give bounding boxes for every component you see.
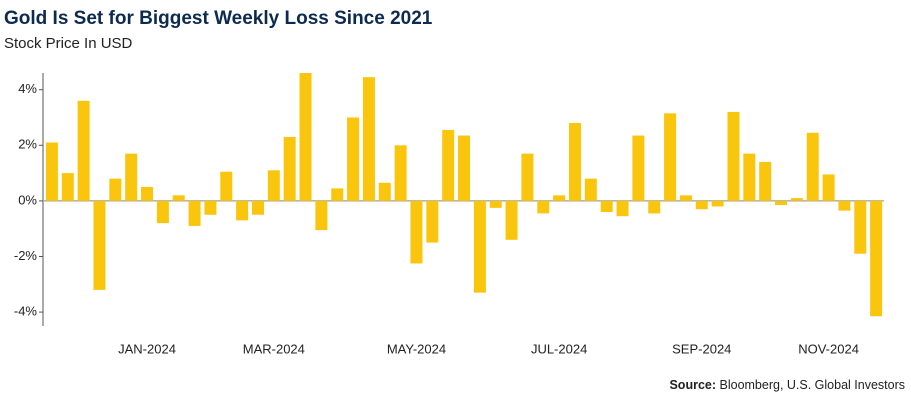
bar xyxy=(45,142,58,201)
chart-subtitle: Stock Price In USD xyxy=(4,35,133,52)
bar xyxy=(568,123,581,201)
bar xyxy=(695,200,708,210)
bar xyxy=(489,200,502,208)
bar xyxy=(727,111,740,201)
bar xyxy=(410,200,423,264)
source-label: Source: xyxy=(669,378,716,392)
bar xyxy=(378,182,391,201)
bar xyxy=(838,200,851,211)
bar xyxy=(711,200,724,207)
bar xyxy=(236,200,249,221)
bar xyxy=(775,200,788,206)
bar xyxy=(125,153,138,201)
bar xyxy=(822,174,835,201)
bar xyxy=(394,145,407,201)
y-tick-label: -2% xyxy=(14,248,38,263)
bar xyxy=(458,135,471,201)
bar xyxy=(426,200,439,243)
bar xyxy=(679,195,692,201)
bar xyxy=(315,200,328,231)
bar xyxy=(743,153,756,201)
bar xyxy=(347,117,360,201)
bar xyxy=(505,200,518,240)
bar xyxy=(521,153,534,201)
x-tick-label: MAY-2024 xyxy=(387,341,446,356)
source-text: Bloomberg, U.S. Global Investors xyxy=(720,378,906,392)
bar xyxy=(61,173,74,201)
bar xyxy=(759,161,772,201)
bar xyxy=(600,200,613,213)
bar xyxy=(188,200,201,226)
bar xyxy=(473,200,486,293)
x-tick-label: JAN-2024 xyxy=(118,341,176,356)
x-tick-label: SEP-2024 xyxy=(672,341,731,356)
x-tick-label: MAR-2024 xyxy=(243,341,305,356)
x-tick-label: JUL-2024 xyxy=(531,341,587,356)
bar xyxy=(584,178,597,201)
bar xyxy=(806,132,819,201)
bar xyxy=(553,195,566,201)
bar xyxy=(156,200,169,224)
bar xyxy=(93,200,106,290)
bar xyxy=(172,195,185,201)
bar xyxy=(299,73,312,201)
bar xyxy=(220,171,233,201)
bar xyxy=(267,170,280,201)
bar xyxy=(537,200,550,214)
y-tick-label: -4% xyxy=(14,304,38,319)
x-tick-label: NOV-2024 xyxy=(798,341,859,356)
bar xyxy=(632,135,645,201)
bar xyxy=(283,136,296,201)
bar xyxy=(141,186,154,201)
bar xyxy=(790,198,803,201)
bar xyxy=(616,200,629,217)
bar xyxy=(442,129,455,201)
y-tick-label: 4% xyxy=(18,81,37,96)
bar xyxy=(362,77,375,201)
bar xyxy=(854,200,867,254)
bar xyxy=(109,178,122,201)
chart-title: Gold Is Set for Biggest Weekly Loss Sinc… xyxy=(4,8,433,29)
bar xyxy=(870,200,883,317)
bar xyxy=(331,188,344,201)
bar xyxy=(648,200,661,214)
bar xyxy=(204,200,217,215)
source: Source: Bloomberg, U.S. Global Investors xyxy=(669,378,905,392)
bar xyxy=(664,113,677,201)
y-tick-label: 0% xyxy=(18,192,37,207)
y-tick-label: 2% xyxy=(18,137,37,152)
bar xyxy=(251,200,264,215)
bar xyxy=(77,100,90,201)
